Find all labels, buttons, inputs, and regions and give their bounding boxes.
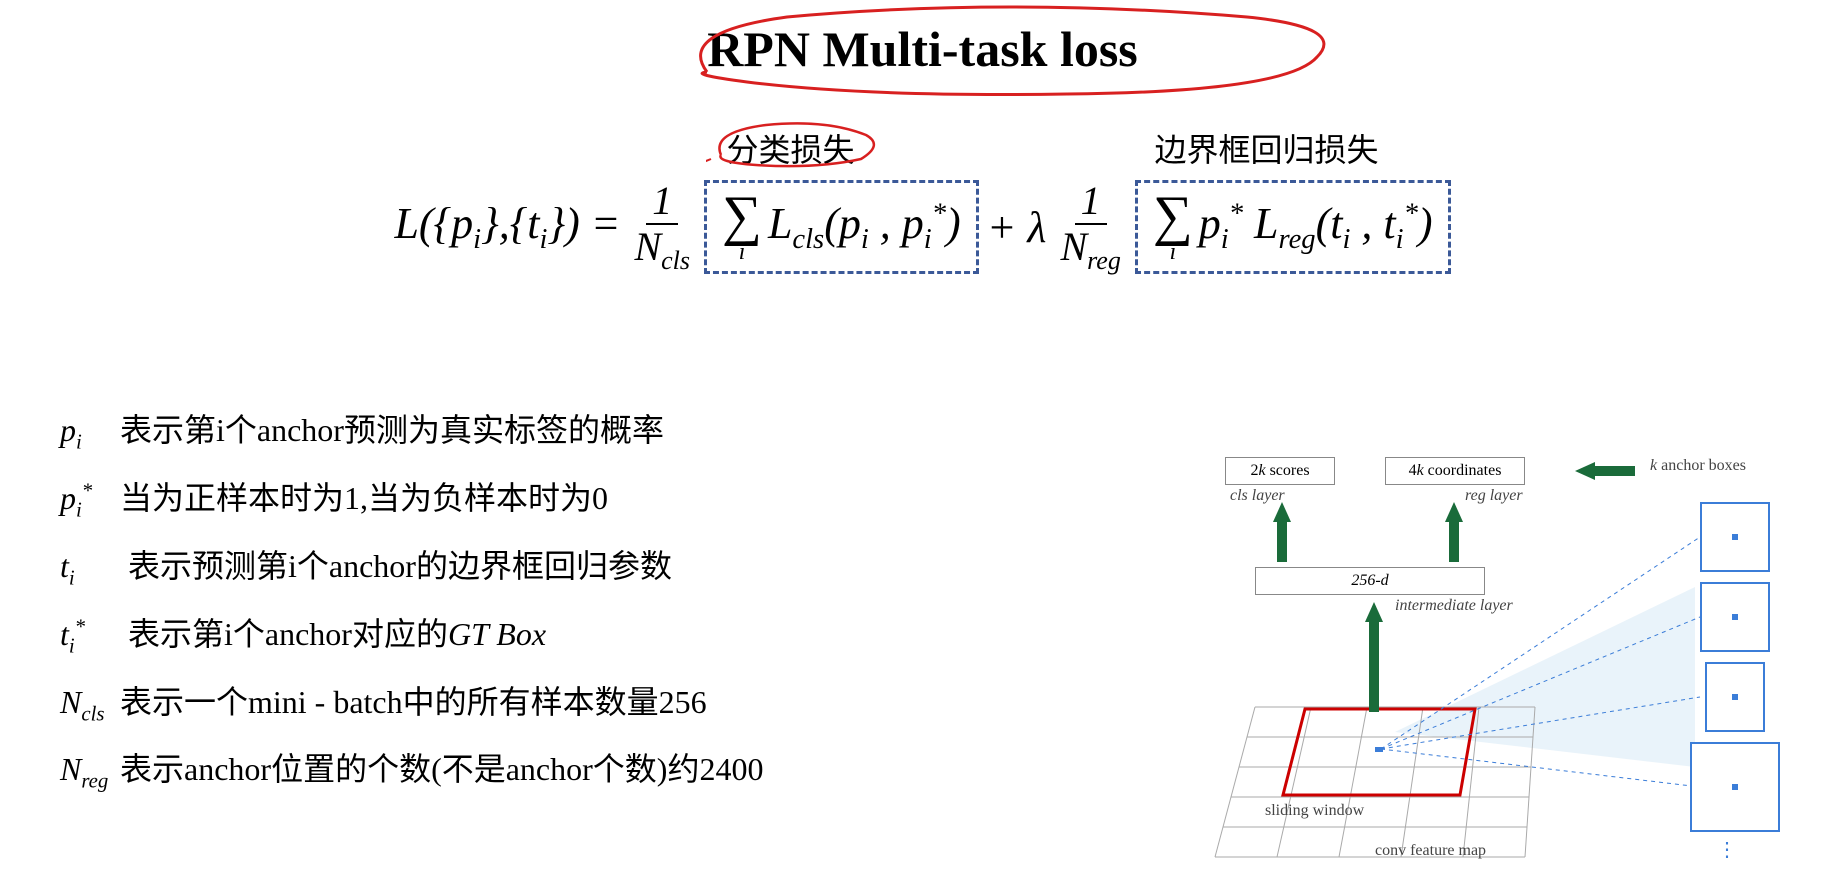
reg-layer-label: reg layer (1465, 487, 1523, 505)
title-red-circle-icon (667, 2, 1347, 102)
anchor-boxes-label: k anchor boxes (1650, 457, 1746, 475)
formula-labels: 分类损失 边界框回归损失 (0, 125, 1845, 171)
sum-reg: ∑ i (1153, 191, 1193, 263)
def-pi: pi表示第i个anchor预测为真实标签的概率 (60, 400, 763, 462)
def-ti-star: ti* 表示第i个anchor对应的GT Box (60, 604, 763, 666)
loss-formula: L({pi},{ti}) = 1 Ncls ∑ i Lcls(pi , pi*)… (0, 179, 1845, 276)
plus-lambda: + λ (987, 202, 1047, 253)
def-ti: ti 表示预测第i个anchor的边界框回归参数 (60, 536, 763, 598)
classification-loss-label: 分类损失 (726, 125, 854, 171)
sum-cls: ∑ i (722, 191, 762, 263)
def-ncls: Ncls表示一个mini - batch中的所有样本数量256 (60, 672, 763, 734)
reg-loss-box: ∑ i pi* Lreg(ti , ti*) (1135, 180, 1451, 274)
scores-box: 2k scores (1225, 457, 1335, 485)
arrow-to-256d-icon (1365, 602, 1383, 622)
intermediate-label: intermediate layer (1395, 597, 1513, 615)
page-title: RPN Multi-task loss (707, 20, 1138, 78)
definitions-list: pi表示第i个anchor预测为真实标签的概率 pi*当为正样本时为1,当为负样… (60, 400, 763, 807)
intermediate-box: 256-d (1255, 567, 1485, 595)
arrow-to-scores-icon (1273, 502, 1291, 522)
bbox-regression-loss-label: 边界框回归损失 (1155, 125, 1379, 171)
def-nreg: Nreg表示anchor位置的个数(不是anchor个数)约2400 (60, 739, 763, 801)
cls-red-circle-icon (706, 117, 886, 172)
coords-box: 4k coordinates (1385, 457, 1525, 485)
sliding-window-label: sliding window (1265, 802, 1364, 820)
lreg-term: pi* Lreg(ti , ti*) (1199, 198, 1433, 256)
arrow-to-coords-icon (1445, 502, 1463, 522)
lcls-term: Lcls(pi , pi*) (768, 198, 961, 256)
anchor-box-3 (1705, 662, 1765, 732)
frac-nreg: 1 Nreg (1054, 179, 1126, 276)
frac-ncls: 1 Ncls (628, 179, 696, 276)
anchor-box-1 (1700, 502, 1770, 572)
anchor-box-4 (1690, 742, 1780, 832)
rpn-diagram: 2k scores 4k coordinates cls layer reg l… (1175, 447, 1815, 867)
anchor-box-2 (1700, 582, 1770, 652)
arrow-anchor-icon (1575, 462, 1595, 480)
title-wrap: RPN Multi-task loss (0, 20, 1845, 78)
anchor-dots-icon: ⋮ (1717, 837, 1740, 862)
formula-lhs: L({pi},{ti}) = (394, 198, 620, 256)
formula-section: 分类损失 边界框回归损失 L({pi},{ti}) = 1 Ncls ∑ i L… (0, 125, 1845, 276)
def-pi-star: pi*当为正样本时为1,当为负样本时为0 (60, 468, 763, 530)
conv-map-label: conv feature map (1375, 842, 1486, 860)
cls-loss-box: ∑ i Lcls(pi , pi*) (704, 180, 979, 274)
